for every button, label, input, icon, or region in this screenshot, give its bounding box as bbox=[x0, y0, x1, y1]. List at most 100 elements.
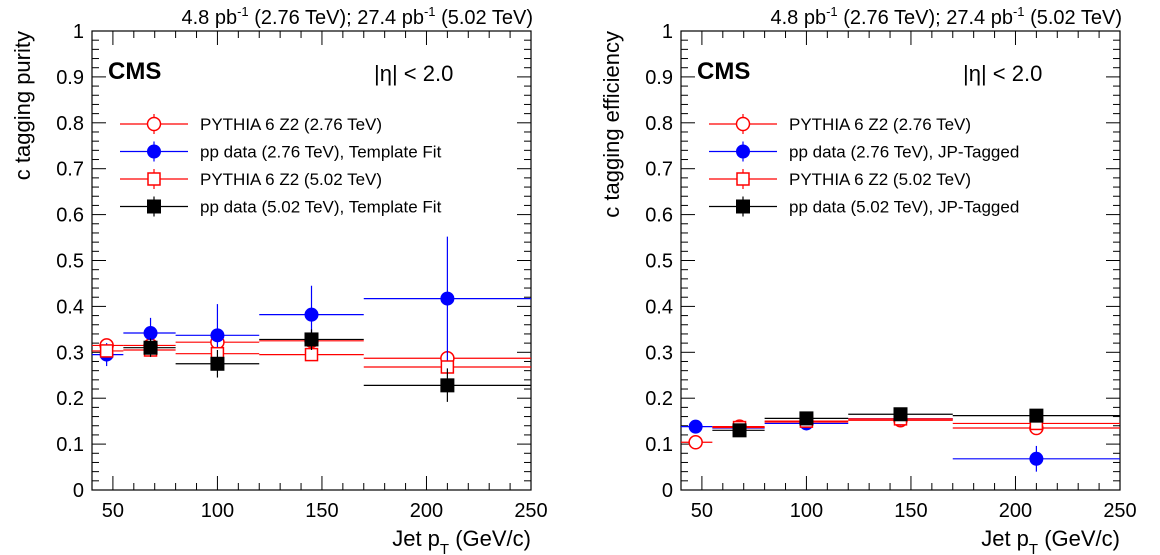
legend-entry: pp data (5.02 TeV), JP-Tagged bbox=[709, 196, 1019, 217]
legend-marker bbox=[147, 172, 161, 186]
point-marker bbox=[799, 411, 814, 426]
data-point bbox=[259, 347, 364, 362]
legend-label: pp data (2.76 TeV), Template Fit bbox=[200, 143, 442, 162]
y-tick-label: 0.7 bbox=[56, 159, 84, 181]
y-tick-label: 0.2 bbox=[56, 388, 84, 410]
y-tick-label: 0.6 bbox=[645, 205, 673, 227]
data-point bbox=[259, 329, 364, 351]
x-tick-label: 100 bbox=[790, 500, 823, 522]
point-marker bbox=[304, 332, 319, 347]
point-marker bbox=[440, 291, 455, 306]
data-point bbox=[712, 423, 765, 438]
point-marker bbox=[732, 423, 747, 438]
legend-marker bbox=[147, 144, 161, 159]
y-tick-label: 0.9 bbox=[56, 67, 84, 89]
y-tick-label: 0.7 bbox=[645, 159, 673, 181]
y-tick-label: 0.9 bbox=[645, 67, 673, 89]
legend-marker bbox=[147, 199, 161, 214]
y-tick-label: 0.6 bbox=[56, 205, 84, 227]
x-tick-label: 50 bbox=[102, 500, 124, 522]
legend-label: PYTHIA 6 Z2 (2.76 TeV) bbox=[200, 115, 382, 134]
legend-entry: pp data (5.02 TeV), Template Fit bbox=[120, 196, 442, 217]
x-tick-label: 150 bbox=[894, 500, 927, 522]
legend-marker bbox=[736, 144, 750, 159]
legend-entry: pp data (2.76 TeV), Template Fit bbox=[120, 141, 442, 162]
x-axis-title: Jet pT (GeV/c) bbox=[981, 526, 1120, 555]
legend-entry: PYTHIA 6 Z2 (5.02 TeV) bbox=[709, 169, 971, 189]
point-marker bbox=[1029, 451, 1044, 466]
data-point bbox=[952, 408, 1120, 423]
legend-label: PYTHIA 6 Z2 (5.02 TeV) bbox=[789, 170, 971, 189]
legend-entry: pp data (2.76 TeV), JP-Tagged bbox=[709, 141, 1019, 162]
legend-marker bbox=[735, 116, 751, 132]
cms-label: CMS bbox=[108, 58, 161, 85]
y-tick-label: 0.8 bbox=[645, 113, 673, 135]
x-tick-label: 250 bbox=[1103, 500, 1136, 522]
point-marker bbox=[893, 407, 908, 422]
x-tick-label: 200 bbox=[999, 500, 1032, 522]
legend-entry: PYTHIA 6 Z2 (2.76 TeV) bbox=[709, 114, 971, 134]
luminosity-label: 4.8 pb-1 (2.76 TeV); 27.4 pb-1 (5.02 TeV… bbox=[770, 4, 1122, 29]
y-axis-title: c tagging efficiency bbox=[599, 31, 624, 218]
legend-marker bbox=[736, 172, 750, 186]
y-tick-label: 0.1 bbox=[645, 434, 673, 456]
y-axis-title: c tagging purity bbox=[10, 31, 35, 180]
y-tick-label: 0.5 bbox=[645, 251, 673, 273]
eta-cut-label: |η| < 2.0 bbox=[374, 61, 453, 86]
y-tick-label: 1 bbox=[73, 21, 84, 43]
y-tick-label: 0.8 bbox=[56, 113, 84, 135]
legend-label: pp data (2.76 TeV), JP-Tagged bbox=[789, 143, 1019, 162]
data-point bbox=[363, 368, 531, 402]
series-3 bbox=[123, 329, 531, 402]
plot-frame bbox=[91, 30, 532, 491]
point-marker bbox=[210, 356, 225, 371]
data-point bbox=[764, 411, 849, 426]
legend-entry: PYTHIA 6 Z2 (2.76 TeV) bbox=[120, 114, 382, 134]
legend-label: PYTHIA 6 Z2 (2.76 TeV) bbox=[789, 115, 971, 134]
data-point bbox=[92, 344, 124, 358]
legend-label: pp data (5.02 TeV), Template Fit bbox=[200, 198, 442, 217]
point-marker bbox=[304, 347, 319, 362]
point-marker bbox=[143, 340, 158, 355]
data-point bbox=[848, 407, 953, 422]
y-tick-label: 0.4 bbox=[645, 296, 673, 318]
point-marker bbox=[688, 419, 703, 434]
data-point bbox=[681, 435, 713, 450]
legend-entry: PYTHIA 6 Z2 (5.02 TeV) bbox=[120, 169, 382, 189]
x-tick-label: 100 bbox=[201, 500, 234, 522]
data-point bbox=[952, 445, 1120, 472]
legend-marker bbox=[736, 199, 750, 214]
point-marker bbox=[143, 326, 158, 341]
data-point bbox=[123, 338, 176, 357]
y-tick-label: 0 bbox=[73, 480, 84, 502]
point-marker bbox=[688, 435, 703, 450]
y-tick-label: 0.2 bbox=[645, 388, 673, 410]
data-point bbox=[175, 350, 260, 378]
x-tick-label: 250 bbox=[514, 500, 547, 522]
data-point bbox=[681, 419, 713, 434]
point-marker bbox=[210, 328, 225, 343]
y-tick-label: 0.1 bbox=[56, 434, 84, 456]
x-tick-label: 200 bbox=[410, 500, 443, 522]
y-tick-label: 0.3 bbox=[645, 342, 673, 364]
y-tick-label: 1 bbox=[662, 21, 673, 43]
x-tick-label: 150 bbox=[305, 500, 338, 522]
legend-label: PYTHIA 6 Z2 (5.02 TeV) bbox=[200, 170, 382, 189]
data-point bbox=[363, 236, 531, 362]
y-tick-label: 0.4 bbox=[56, 296, 84, 318]
y-tick-label: 0 bbox=[662, 480, 673, 502]
legend-marker bbox=[146, 116, 162, 132]
point-marker bbox=[1029, 408, 1044, 423]
data-point bbox=[363, 360, 531, 374]
eta-cut-label: |η| < 2.0 bbox=[963, 61, 1042, 86]
x-tick-label: 50 bbox=[691, 500, 713, 522]
x-axis-title: Jet pT (GeV/c) bbox=[392, 526, 531, 555]
y-tick-label: 0.5 bbox=[56, 251, 84, 273]
legend-label: pp data (5.02 TeV), JP-Tagged bbox=[789, 198, 1019, 217]
series-3 bbox=[712, 407, 1120, 438]
point-marker bbox=[99, 344, 114, 358]
cms-label: CMS bbox=[697, 58, 750, 85]
